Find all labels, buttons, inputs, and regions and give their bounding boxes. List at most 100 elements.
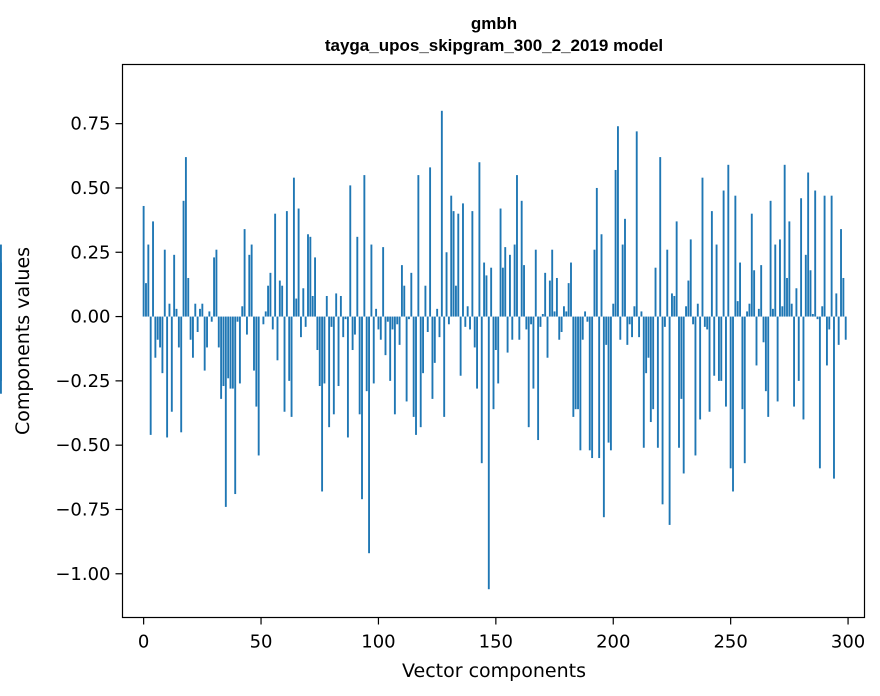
bar-183: [572, 316, 575, 417]
bar-267: [769, 200, 772, 317]
x-tick-label: 100: [361, 632, 395, 653]
bar-14: [175, 308, 178, 317]
bar-224: [668, 316, 671, 525]
plot-frame: [121, 63, 866, 619]
bar-266: [767, 316, 770, 417]
bar-257: [746, 311, 749, 317]
bar-281: [802, 316, 805, 420]
bar-30: [213, 257, 216, 317]
bar-241: [708, 316, 711, 412]
bar-235: [694, 316, 697, 456]
bar-295: [835, 293, 838, 317]
bar-292: [828, 316, 831, 330]
bar-11: [168, 303, 171, 317]
bar-25: [201, 303, 204, 317]
bar-60: [283, 316, 286, 412]
bar-123: [431, 316, 434, 399]
x-tick-label: 50: [250, 632, 273, 653]
bar-175: [553, 311, 556, 317]
bar-26: [203, 316, 206, 371]
y-tick-label: 0.00: [70, 307, 110, 328]
bar-190: [588, 316, 591, 451]
bar-205: [624, 218, 626, 317]
bar-216: [649, 316, 652, 423]
bar-230: [682, 316, 685, 474]
bar-271: [779, 239, 781, 317]
bar-84: [339, 295, 342, 317]
bar-193: [595, 187, 598, 317]
x-tick-label: 0: [138, 632, 149, 653]
bar-215: [647, 316, 650, 358]
chart-title: gmbh: [471, 14, 517, 33]
bar-213: [642, 316, 645, 448]
bar-94: [363, 175, 366, 317]
bar-149: [492, 316, 495, 410]
bar-234: [692, 316, 695, 325]
bar-88: [349, 185, 352, 317]
bar-164: [527, 316, 530, 428]
bar-167: [534, 249, 537, 317]
bar-259: [750, 213, 753, 317]
bar-273: [783, 164, 786, 317]
bar-95: [365, 316, 368, 392]
bar-110: [400, 265, 403, 317]
bar-124: [433, 316, 436, 363]
bar-93: [361, 316, 363, 500]
bar-109: [398, 316, 401, 345]
bar-192: [593, 249, 596, 317]
bar-189: [586, 316, 589, 322]
bar-138: [466, 306, 469, 317]
bar-38: [231, 316, 234, 389]
bar-238: [701, 177, 704, 317]
bar-131: [450, 195, 453, 317]
bar-97: [370, 244, 373, 317]
x-tick-label: 200: [596, 632, 630, 653]
bar-287: [816, 316, 819, 320]
bar-16: [180, 316, 183, 433]
bar-158: [513, 244, 516, 317]
bar-284: [809, 270, 812, 317]
bar-73: [314, 257, 316, 317]
bar-186: [579, 316, 582, 451]
bar-undefined: [0, 301, 2, 317]
bar-151: [497, 316, 500, 384]
bar-197: [605, 316, 608, 345]
bar-254: [739, 262, 741, 317]
bar-135: [459, 316, 462, 376]
bar-250: [729, 316, 732, 469]
bar-159: [516, 175, 518, 317]
bar-129: [445, 252, 448, 317]
bar-113: [408, 316, 410, 320]
x-axis-label: Vector components: [402, 660, 586, 682]
bar-0: [142, 205, 145, 317]
bar-103: [384, 316, 387, 356]
y-tick-label: 0.50: [70, 178, 110, 199]
bar-6: [156, 316, 159, 340]
bar-168: [537, 316, 540, 441]
bar-152: [499, 208, 502, 317]
bar-208: [631, 316, 633, 338]
bar-67: [300, 316, 302, 338]
bar-200: [612, 303, 615, 317]
bar-155: [506, 316, 509, 353]
bar-249: [727, 164, 730, 317]
bar-177: [558, 316, 561, 340]
bar-120: [424, 285, 427, 317]
bar-199: [609, 316, 612, 451]
bar-7: [159, 316, 162, 348]
bar-275: [788, 221, 791, 317]
bar-240: [706, 316, 709, 330]
y-tick-label: −1.00: [55, 564, 110, 585]
bar-90: [354, 316, 356, 335]
bar-173: [548, 280, 551, 317]
bar-214: [645, 316, 648, 374]
x-axis: 0 50 100 150 200 250 300: [138, 617, 865, 653]
bar-226: [673, 295, 676, 317]
bar-57: [276, 316, 279, 361]
bar-21: [192, 316, 194, 358]
bar-154: [504, 247, 507, 317]
bar-130: [447, 316, 450, 325]
bar-219: [656, 316, 659, 448]
bar-212: [640, 311, 643, 317]
